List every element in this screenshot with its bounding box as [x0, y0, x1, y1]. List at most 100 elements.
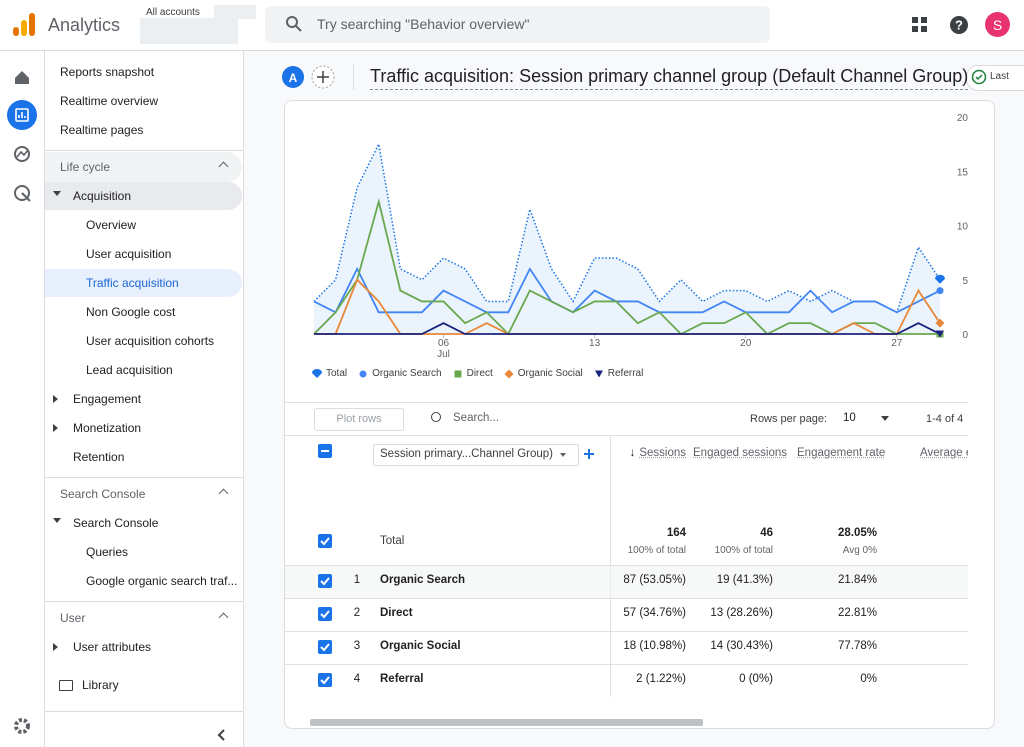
settings-icon[interactable]	[14, 718, 30, 734]
nav-item[interactable]: Non Google cost	[86, 305, 176, 319]
logo	[13, 13, 35, 36]
legend-item: Referral	[594, 368, 643, 379]
collapse-button[interactable]	[214, 727, 230, 743]
table-search[interactable]: Search...	[453, 412, 500, 424]
advertising-icon[interactable]	[14, 185, 30, 201]
section-title[interactable]: User	[60, 611, 86, 625]
row-value: 0%	[860, 673, 877, 685]
expand-arrow	[53, 518, 61, 523]
folder-icon	[59, 680, 73, 691]
comparison-badge[interactable]	[282, 66, 304, 88]
plot-rows-button[interactable]: Plot rows	[314, 408, 404, 431]
nav-item[interactable]: User acquisition	[86, 247, 172, 261]
help-icon[interactable]: ?	[949, 15, 969, 35]
legend-label: Organic Social	[517, 368, 583, 379]
nav-group[interactable]: User attributes	[73, 640, 152, 654]
row-value: 3	[900, 574, 968, 586]
expand-arrow	[53, 424, 58, 432]
nav-item[interactable]: Queries	[86, 545, 129, 559]
nav-group[interactable]: Monetization	[73, 421, 142, 435]
checkbox[interactable]	[318, 444, 332, 458]
column-label: Engaged sessions	[693, 447, 787, 459]
legend-item: Organic Search	[358, 368, 442, 379]
marker	[594, 370, 603, 377]
checkbox[interactable]	[318, 574, 332, 588]
account-label[interactable]: All accounts	[146, 7, 200, 18]
svg-text:?: ?	[955, 18, 963, 33]
chart: 0 5 10 15 20 06 13 20 27 Jul	[313, 113, 969, 360]
x-tick-label: 27	[891, 338, 903, 349]
table: Plot rows Search... Rows per page: 10 1-4 of…	[285, 402, 968, 702]
nav-item[interactable]: Google organic search traf...	[86, 574, 238, 588]
home-icon[interactable]	[15, 71, 29, 84]
checkbox[interactable]	[318, 640, 332, 654]
row-line	[285, 664, 968, 665]
row-label[interactable]: Organic Search	[380, 574, 466, 586]
row-value: 19 (41.3%)	[716, 574, 773, 586]
pagination: 1-4 of 4	[926, 413, 964, 425]
dimension-label: Session primary...Channel Group)	[380, 448, 553, 460]
marker	[935, 274, 945, 284]
nav-item[interactable]: Library	[82, 678, 119, 692]
column-header[interactable]: Engagement rate	[797, 445, 885, 461]
legend: Total Organic Search Direct Organic Social R…	[312, 368, 643, 379]
row-hover	[285, 566, 968, 598]
dimension-select[interactable]	[373, 444, 579, 466]
legend-marker	[312, 368, 322, 378]
scrollbar[interactable]	[310, 719, 703, 726]
search-box[interactable]	[265, 6, 770, 43]
nav-item[interactable]: Overview	[86, 218, 137, 232]
nav-item[interactable]: Lead acquisition	[86, 363, 173, 377]
row-value: 22.81%	[837, 607, 877, 619]
column-label: Average engagement time per session	[920, 447, 968, 459]
total-sub: 100% of total	[627, 545, 686, 556]
nav-group[interactable]: Search Console	[73, 516, 159, 530]
nav-item[interactable]: User acquisition cohorts	[86, 334, 215, 348]
apps-icon[interactable]	[912, 17, 928, 33]
row-value: 0 (0%)	[739, 673, 773, 685]
total-sub: Avg 0%	[842, 545, 877, 556]
row-index: 4	[353, 673, 361, 685]
row-value: 14 (30.43%)	[710, 640, 773, 652]
row-value: 21.84%	[837, 574, 877, 586]
column-header[interactable]: Engaged sessions	[693, 445, 787, 461]
redacted-account	[140, 18, 238, 44]
nav-item[interactable]: Realtime overview	[60, 94, 159, 108]
total-label: Total	[380, 535, 405, 547]
checkbox[interactable]	[318, 607, 332, 621]
row-label[interactable]: Referral	[380, 673, 424, 685]
total-value: 164	[666, 527, 686, 539]
section-title[interactable]: Life cycle	[60, 160, 111, 174]
y-tick-label: 20	[957, 113, 969, 124]
column-header[interactable]: ↓ Sessions	[606, 445, 686, 461]
total-sub: 100% of total	[714, 545, 773, 556]
nav-item[interactable]: Reports snapshot	[60, 65, 155, 79]
explore-icon[interactable]	[14, 146, 30, 162]
redacted-account	[214, 5, 256, 19]
y-tick-label: 5	[962, 276, 968, 287]
add-comparison[interactable]	[311, 65, 335, 89]
section-title[interactable]: Search Console	[60, 487, 146, 501]
nav-group[interactable]: Retention	[73, 450, 125, 464]
row-value: 57 (34.76%)	[623, 607, 686, 619]
row-label[interactable]: Direct	[380, 607, 413, 619]
expand-arrow	[53, 395, 58, 403]
date-chip[interactable]	[966, 65, 1024, 91]
nav-item[interactable]: Traffic acquisition	[86, 276, 179, 290]
nav-item[interactable]: Realtime pages	[60, 123, 144, 137]
row-value: 13 (28.26%)	[710, 607, 773, 619]
y-tick-label: 15	[957, 167, 969, 178]
row-label[interactable]: Organic Social	[380, 640, 461, 652]
icon-rail	[0, 51, 45, 747]
avatar[interactable]	[985, 12, 1010, 37]
nav-group[interactable]: Engagement	[73, 392, 142, 406]
rows-per-page[interactable]: 10	[843, 412, 856, 424]
checkbox[interactable]	[318, 673, 332, 687]
row-value: 2	[900, 640, 968, 652]
rail-icons	[7, 71, 37, 734]
date-chip-label[interactable]: Last	[990, 71, 1009, 82]
marker	[936, 287, 944, 295]
column-header[interactable]: Average engagement time per session	[920, 445, 968, 461]
checkbox[interactable]	[318, 534, 332, 548]
nav-group[interactable]: Acquisition	[73, 189, 132, 203]
